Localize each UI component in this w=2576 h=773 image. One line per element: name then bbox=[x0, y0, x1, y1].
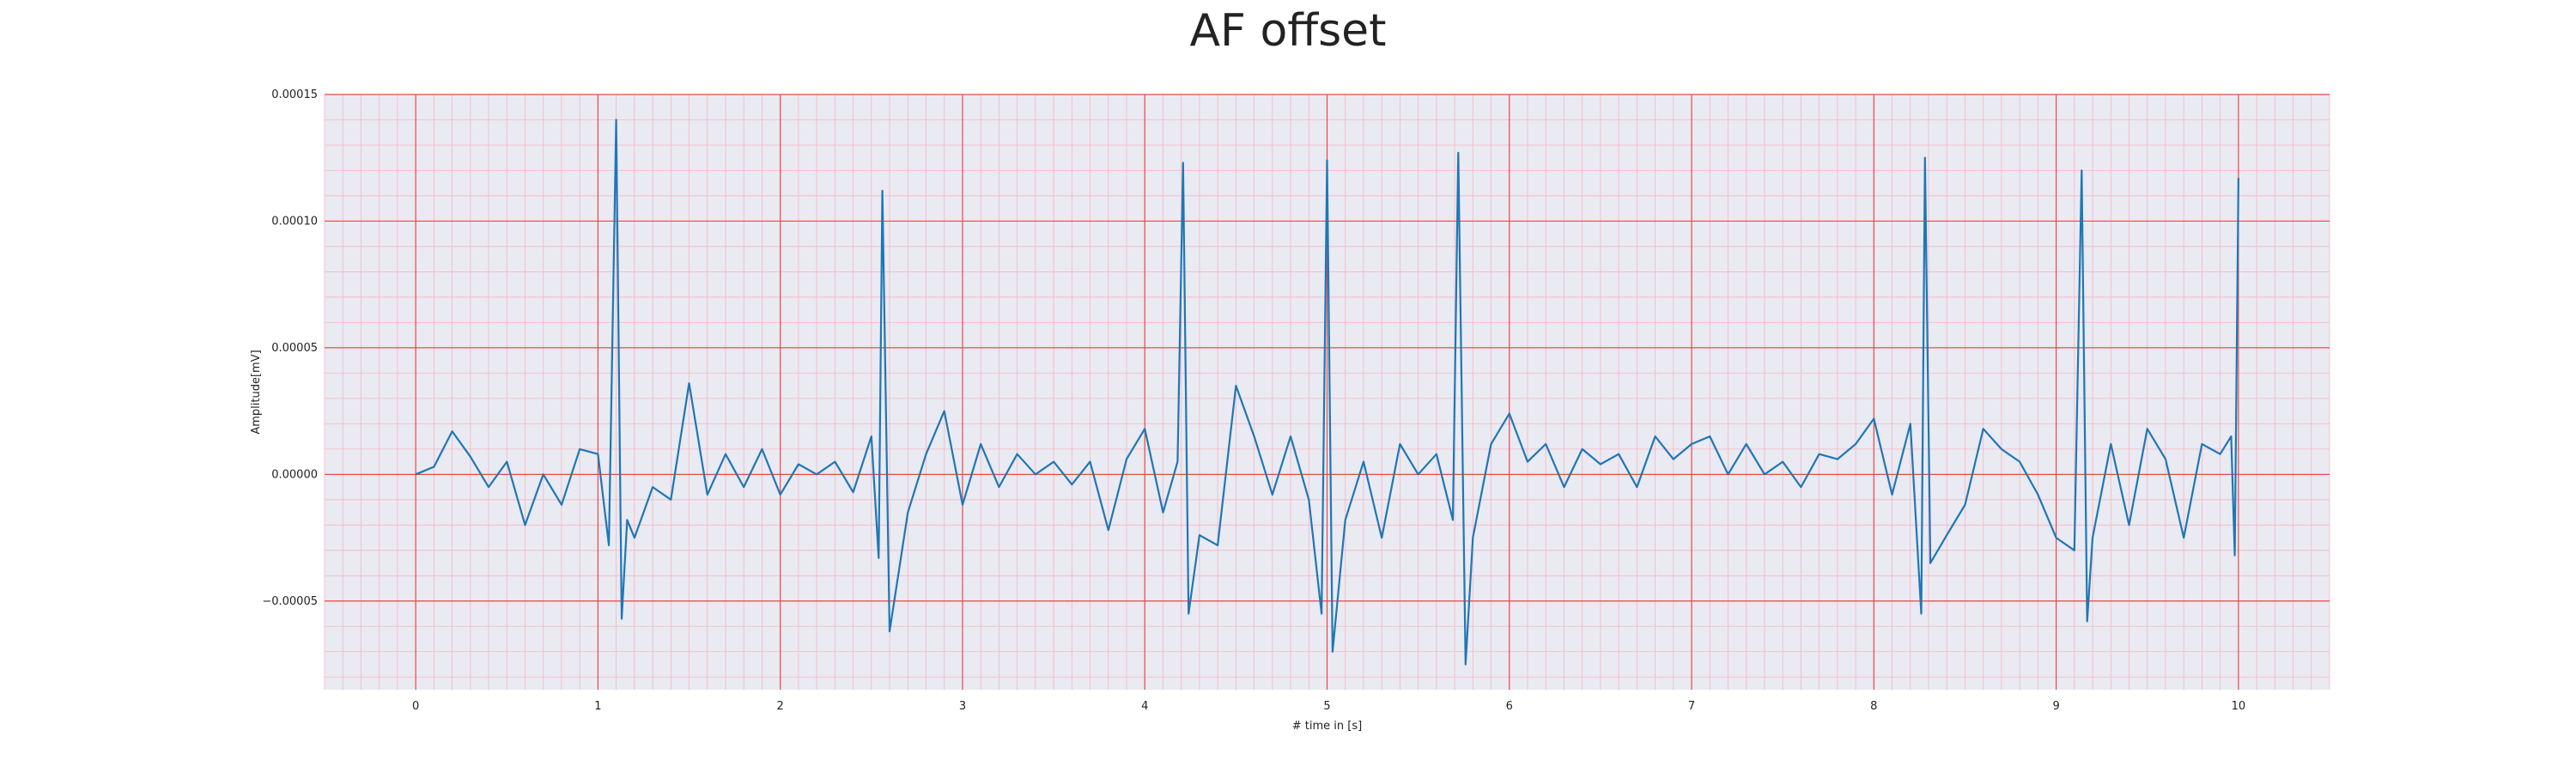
y-tick-labels: 0.00015 0.00010 0.00005 0.00000 −0.00005 bbox=[262, 88, 318, 608]
chart-title: AF offset bbox=[1189, 5, 1387, 57]
series-layer bbox=[415, 119, 2239, 666]
y-tick-label: 0.00000 bbox=[271, 468, 318, 481]
y-tick-label: 0.00010 bbox=[271, 215, 318, 228]
x-tick-label: 4 bbox=[1141, 700, 1148, 713]
x-tick-label: 3 bbox=[959, 700, 966, 713]
x-tick-label: 10 bbox=[2232, 700, 2246, 713]
x-tick-label: 9 bbox=[2052, 700, 2059, 713]
series-line bbox=[415, 119, 2239, 666]
x-tick-labels: 0 1 2 3 4 5 6 7 8 9 10 bbox=[412, 700, 2245, 713]
x-tick-label: 5 bbox=[1323, 700, 1330, 713]
y-tick-label: 0.00015 bbox=[271, 88, 318, 101]
x-tick-label: 7 bbox=[1688, 700, 1695, 713]
x-tick-label: 1 bbox=[594, 700, 601, 713]
x-tick-label: 6 bbox=[1506, 700, 1513, 713]
x-tick-label: 8 bbox=[1870, 700, 1877, 713]
x-tick-label: 0 bbox=[412, 700, 419, 713]
x-axis-label: # time in [s] bbox=[1292, 720, 1362, 733]
y-axis-label: Amplitude[mV] bbox=[250, 350, 263, 434]
y-tick-label: 0.00005 bbox=[271, 342, 318, 355]
major-grid bbox=[325, 94, 2330, 690]
y-tick-label: −0.00005 bbox=[262, 595, 318, 608]
x-tick-label: 2 bbox=[777, 700, 784, 713]
